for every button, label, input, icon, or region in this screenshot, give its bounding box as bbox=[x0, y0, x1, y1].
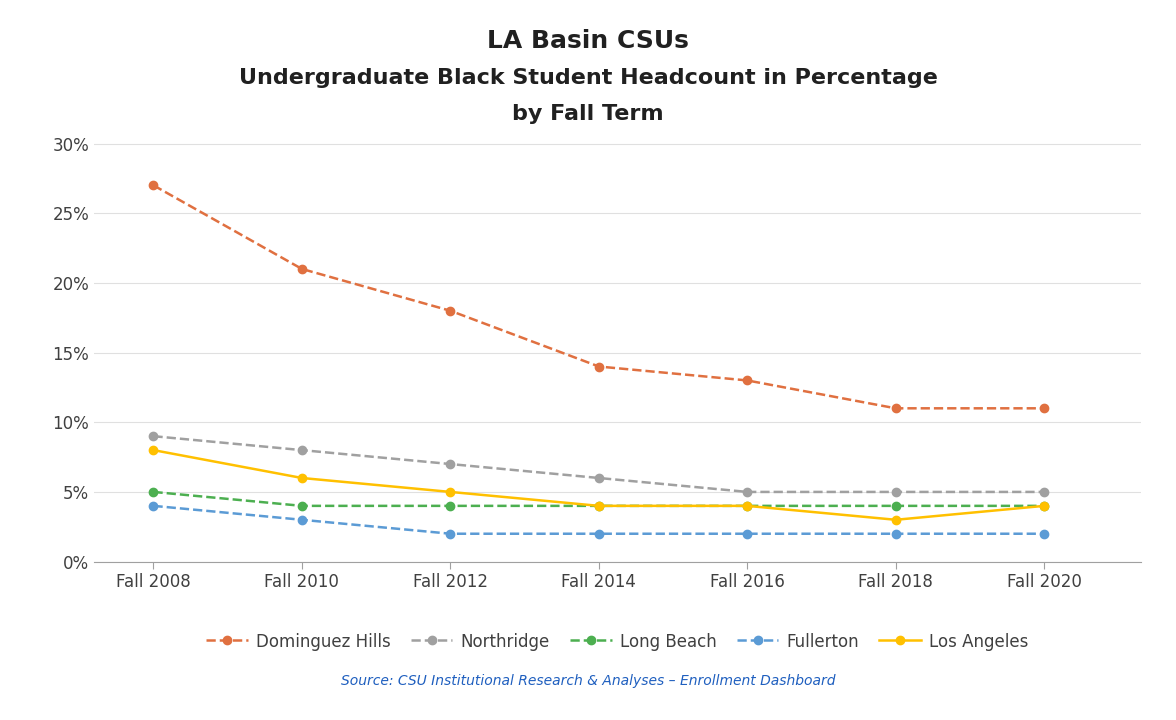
Dominguez Hills bbox=[146, 181, 160, 189]
Fullerton bbox=[443, 529, 457, 538]
Los Angeles bbox=[443, 487, 457, 496]
Text: by Fall Term: by Fall Term bbox=[513, 104, 663, 125]
Fullerton bbox=[889, 529, 903, 538]
Fullerton bbox=[295, 516, 309, 524]
Los Angeles bbox=[592, 502, 606, 510]
Fullerton bbox=[592, 529, 606, 538]
Text: LA Basin CSUs: LA Basin CSUs bbox=[487, 29, 689, 53]
Dominguez Hills bbox=[889, 404, 903, 413]
Dominguez Hills bbox=[295, 265, 309, 274]
Los Angeles bbox=[295, 474, 309, 482]
Northridge bbox=[146, 432, 160, 441]
Long Beach bbox=[740, 502, 754, 510]
Northridge bbox=[295, 446, 309, 454]
Line: Los Angeles: Los Angeles bbox=[149, 446, 1048, 524]
Long Beach bbox=[146, 487, 160, 496]
Long Beach bbox=[889, 502, 903, 510]
Long Beach bbox=[592, 502, 606, 510]
Northridge bbox=[443, 460, 457, 469]
Long Beach bbox=[295, 502, 309, 510]
Text: Undergraduate Black Student Headcount in Percentage: Undergraduate Black Student Headcount in… bbox=[239, 68, 937, 89]
Northridge bbox=[1037, 487, 1051, 496]
Dominguez Hills bbox=[592, 362, 606, 371]
Los Angeles bbox=[889, 516, 903, 524]
Line: Dominguez Hills: Dominguez Hills bbox=[149, 181, 1048, 413]
Dominguez Hills bbox=[1037, 404, 1051, 413]
Northridge bbox=[592, 474, 606, 482]
Northridge bbox=[889, 487, 903, 496]
Dominguez Hills bbox=[740, 376, 754, 384]
Fullerton bbox=[740, 529, 754, 538]
Line: Long Beach: Long Beach bbox=[149, 487, 1048, 510]
Long Beach bbox=[1037, 502, 1051, 510]
Los Angeles bbox=[740, 502, 754, 510]
Text: Source: CSU Institutional Research & Analyses – Enrollment Dashboard: Source: CSU Institutional Research & Ana… bbox=[341, 674, 835, 688]
Northridge bbox=[740, 487, 754, 496]
Dominguez Hills bbox=[443, 307, 457, 315]
Fullerton bbox=[1037, 529, 1051, 538]
Los Angeles bbox=[146, 446, 160, 454]
Los Angeles bbox=[1037, 502, 1051, 510]
Long Beach bbox=[443, 502, 457, 510]
Line: Fullerton: Fullerton bbox=[149, 502, 1048, 538]
Legend: Dominguez Hills, Northridge, Long Beach, Fullerton, Los Angeles: Dominguez Hills, Northridge, Long Beach,… bbox=[200, 626, 1035, 657]
Line: Northridge: Northridge bbox=[149, 432, 1048, 496]
Fullerton bbox=[146, 502, 160, 510]
